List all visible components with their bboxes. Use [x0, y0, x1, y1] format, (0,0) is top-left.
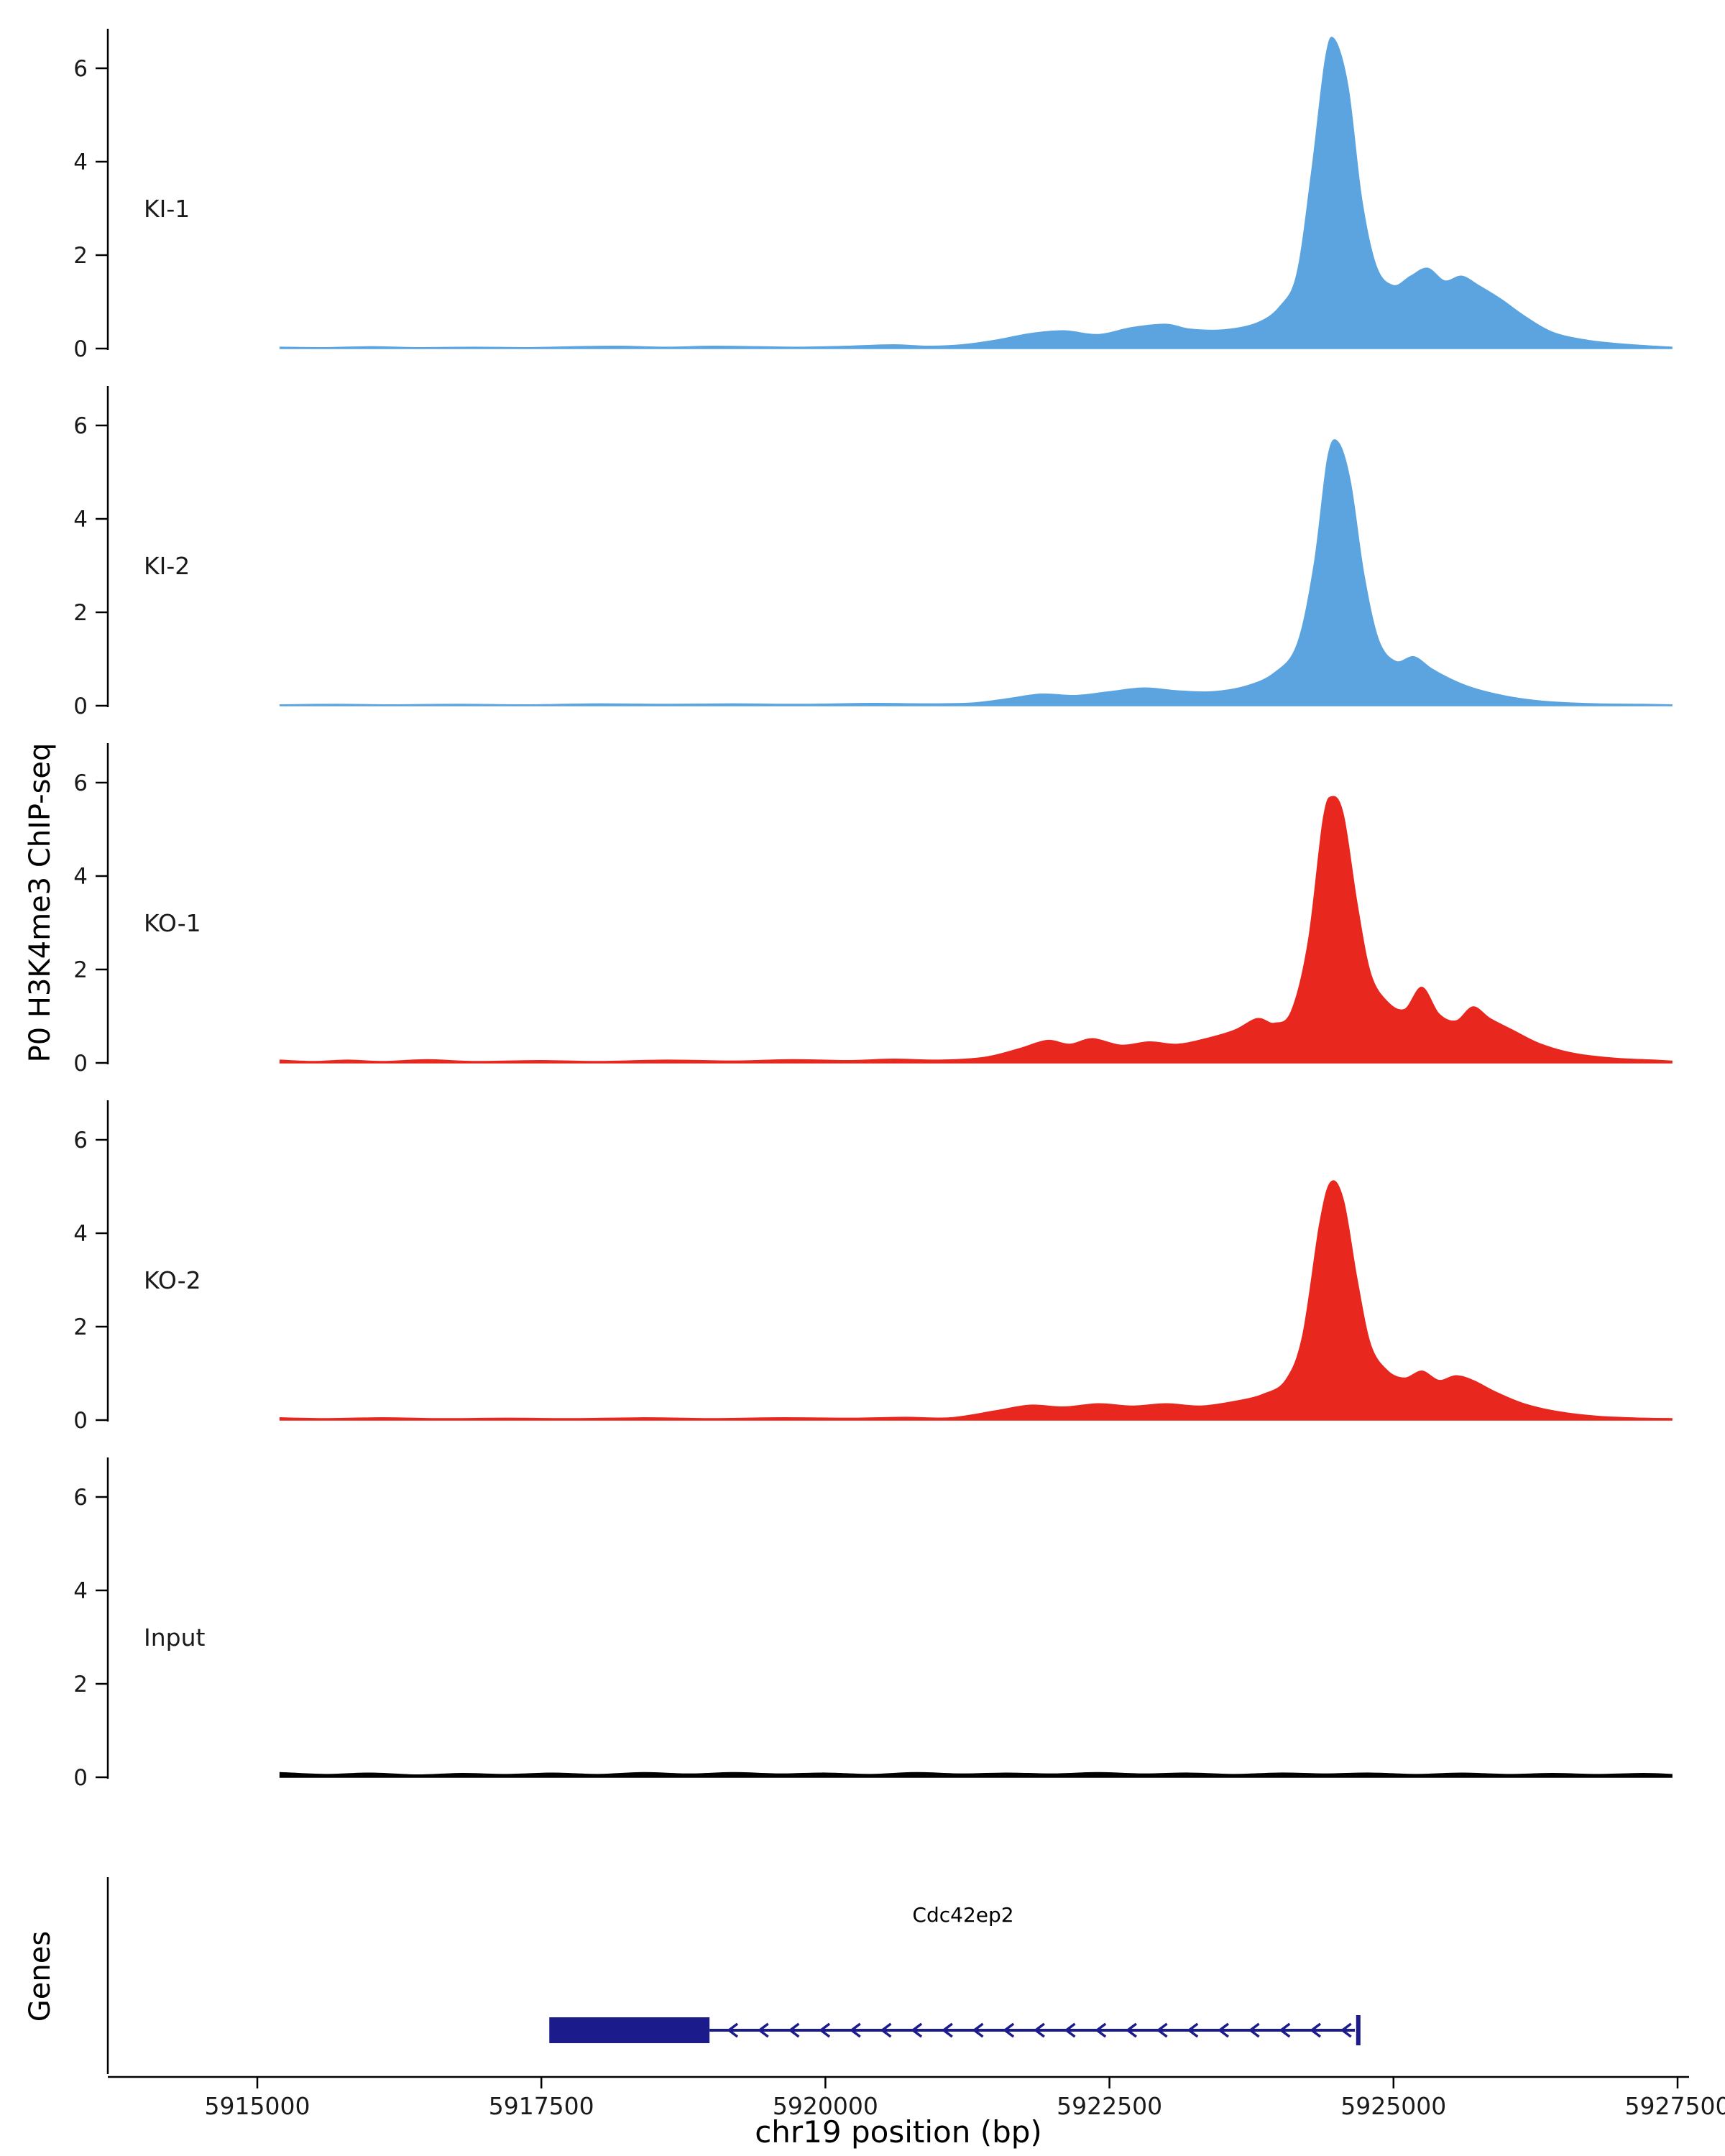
- strand-arrow-icon: [1218, 2022, 1229, 2038]
- signal-area-Input: [279, 1772, 1673, 1778]
- strand-arrow-icon: [819, 2022, 831, 2038]
- x-tick-label-5917500: 5917500: [489, 2092, 594, 2120]
- strand-arrow-icon: [941, 2022, 953, 2038]
- y-tick-label-KO-1-2: 2: [73, 957, 88, 983]
- y-tick-label-KI-1-2: 2: [73, 243, 88, 269]
- strand-arrow-icon: [911, 2022, 923, 2038]
- strand-arrow-icon: [1248, 2022, 1260, 2038]
- strand-arrow-icon: [1064, 2022, 1076, 2038]
- x-tick-label-5925000: 5925000: [1340, 2092, 1446, 2120]
- strand-arrow-icon: [972, 2022, 984, 2038]
- y-tick-label-KI-2-4: 4: [73, 507, 88, 533]
- track-label-KO-2: KO-2: [144, 1266, 201, 1294]
- y-tick-label-KI-1-0: 0: [73, 336, 88, 362]
- y-tick-label-KO-1-0: 0: [73, 1051, 88, 1077]
- x-tick-label-5920000: 5920000: [773, 2092, 878, 2120]
- y-tick-label-KI-2-2: 2: [73, 600, 88, 626]
- y-tick-label-KI-2-0: 0: [73, 694, 88, 719]
- strand-arrow-icon: [1340, 2022, 1352, 2038]
- signal-area-KI-1: [279, 37, 1673, 349]
- y-tick-label-Input-4: 4: [73, 1578, 88, 1604]
- y-tick-label-KO-2-6: 6: [73, 1128, 88, 1153]
- track-label-KI-1: KI-1: [144, 195, 190, 223]
- signal-area-KO-2: [279, 1180, 1673, 1421]
- y-tick-label-KI-1-6: 6: [73, 56, 88, 82]
- strand-arrow-icon: [849, 2022, 861, 2038]
- track-label-Input: Input: [144, 1623, 206, 1651]
- track-label-KO-1: KO-1: [144, 909, 201, 937]
- y-tick-label-KO-2-4: 4: [73, 1221, 88, 1247]
- y-axis-title: P0 H3K4me3 ChIP-seq: [24, 742, 57, 1063]
- signal-area-KO-1: [279, 796, 1673, 1064]
- strand-arrow-icon: [880, 2022, 892, 2038]
- gene-exon-box: [549, 2017, 710, 2043]
- y-tick-label-KO-1-6: 6: [73, 770, 88, 796]
- strand-arrow-icon: [1156, 2022, 1168, 2038]
- strand-arrow-icon: [1279, 2022, 1291, 2038]
- y-tick-label-Input-6: 6: [73, 1485, 88, 1511]
- y-tick-label-KO-2-0: 0: [73, 1408, 88, 1434]
- x-tick-label-5927500: 5927500: [1625, 2092, 1725, 2120]
- y-tick-label-KI-2-6: 6: [73, 413, 88, 439]
- y-tick-label-Input-0: 0: [73, 1765, 88, 1791]
- genes-axis-title: Genes: [24, 1930, 57, 2022]
- signal-area-KI-2: [279, 439, 1673, 706]
- gene-name-label: Cdc42ep2: [912, 1903, 1014, 1927]
- strand-arrow-icon: [788, 2022, 800, 2038]
- x-tick-label-5922500: 5922500: [1057, 2092, 1162, 2120]
- strand-arrow-icon: [1125, 2022, 1137, 2038]
- y-tick-label-KO-1-4: 4: [73, 864, 88, 890]
- y-tick-label-KI-1-4: 4: [73, 149, 88, 175]
- x-axis-title: chr19 position (bp): [755, 2114, 1042, 2150]
- strand-arrow-icon: [727, 2022, 739, 2038]
- strand-arrow-icon: [1310, 2022, 1322, 2038]
- strand-arrow-icon: [1003, 2022, 1015, 2038]
- y-tick-label-Input-2: 2: [73, 1672, 88, 1697]
- track-label-KI-2: KI-2: [144, 552, 190, 580]
- strand-arrow-icon: [1095, 2022, 1107, 2038]
- strand-arrow-icon: [757, 2022, 769, 2038]
- strand-arrow-icon: [1033, 2022, 1045, 2038]
- x-tick-label-5915000: 5915000: [205, 2092, 310, 2120]
- strand-arrow-icon: [1187, 2022, 1199, 2038]
- y-tick-label-KO-2-2: 2: [73, 1314, 88, 1340]
